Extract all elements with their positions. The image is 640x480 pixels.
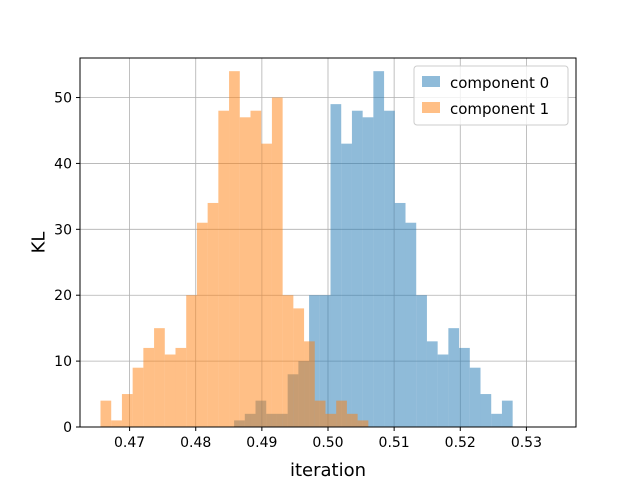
x-tick-label: 0.51 <box>379 435 410 451</box>
y-tick-label: 50 <box>54 91 72 107</box>
histogram-bar-series-1 <box>121 394 133 427</box>
legend: component 0 component 1 <box>413 65 569 126</box>
x-tick-label: 0.50 <box>312 435 343 451</box>
histogram-bars <box>100 71 513 428</box>
histogram-bar-series-1 <box>196 222 208 427</box>
x-tick-label: 0.47 <box>114 435 145 451</box>
x-tick-label: 0.49 <box>246 435 277 451</box>
histogram-bar-series-1 <box>250 110 262 427</box>
histogram-bar-series-1 <box>164 354 176 427</box>
x-tick-label: 0.48 <box>180 435 211 451</box>
histogram-bar-series-0 <box>394 202 406 427</box>
histogram-bar-series-0 <box>416 295 427 427</box>
x-tick-label: 0.53 <box>511 435 542 451</box>
histogram-bar-series-0 <box>480 394 492 427</box>
legend-label: component 0 <box>450 74 549 92</box>
histogram-bar-series-0 <box>459 347 470 427</box>
legend-label: component 1 <box>450 100 549 118</box>
histogram-bar-series-1 <box>336 400 347 427</box>
histogram-bar-series-1 <box>304 341 315 427</box>
y-tick-label: 20 <box>54 288 72 304</box>
histogram-bar-series-1 <box>282 295 294 427</box>
histogram-bar-series-0 <box>501 400 513 427</box>
histogram-bar-series-1 <box>154 328 165 427</box>
legend-box <box>413 65 569 126</box>
histogram-bar-series-1 <box>207 202 219 427</box>
histogram-bar-series-1 <box>293 308 305 427</box>
histogram-bar-series-0 <box>437 354 449 427</box>
y-tick-label: 30 <box>54 222 72 238</box>
histogram-bar-series-1 <box>271 97 283 428</box>
histogram-bar-series-1 <box>357 420 369 427</box>
histogram-bar-series-1 <box>100 400 112 427</box>
histogram-bar-series-0 <box>351 110 363 427</box>
y-tick-label: 10 <box>54 354 72 370</box>
histogram-bar-series-1 <box>346 413 358 427</box>
histogram-bar-series-0 <box>491 413 502 427</box>
histogram-bar-series-0 <box>319 295 331 427</box>
histogram-bar-series-0 <box>469 367 481 427</box>
histogram-bar-series-0 <box>426 341 438 427</box>
histogram-bar-series-1 <box>239 117 251 427</box>
x-axis-ticks: 0.47 0.48 0.49 0.50 0.51 0.52 0.53 <box>114 427 542 451</box>
histogram-bar-series-0 <box>373 71 385 427</box>
y-axis-ticks: 0 10 20 30 40 50 <box>54 91 80 436</box>
histogram-bar-series-0 <box>405 222 417 427</box>
histogram-bar-series-1 <box>218 110 230 427</box>
legend-swatch <box>422 102 440 113</box>
histogram-bar-series-1 <box>111 420 122 427</box>
histogram-bar-series-1 <box>132 367 144 427</box>
histogram-bar-series-0 <box>330 104 342 427</box>
histogram-bar-series-1 <box>143 347 155 427</box>
histogram-bar-series-1 <box>314 400 326 427</box>
histogram-bar-series-1 <box>325 413 337 427</box>
histogram-bar-series-0 <box>448 328 460 427</box>
histogram-bar-series-0 <box>384 110 395 427</box>
histogram-bar-series-1 <box>229 71 240 427</box>
x-tick-label: 0.52 <box>445 435 476 451</box>
histogram-bar-series-1 <box>186 295 197 427</box>
histogram-bar-series-1 <box>175 347 187 427</box>
histogram-bar-series-0 <box>341 143 352 428</box>
y-axis-label: KL <box>28 232 49 254</box>
y-tick-label: 40 <box>54 156 72 172</box>
histogram-bar-series-0 <box>362 117 374 427</box>
legend-swatch <box>422 76 440 87</box>
histogram-bar-series-1 <box>261 143 272 428</box>
y-tick-label: 0 <box>63 420 72 436</box>
x-axis-label: iteration <box>290 460 366 480</box>
